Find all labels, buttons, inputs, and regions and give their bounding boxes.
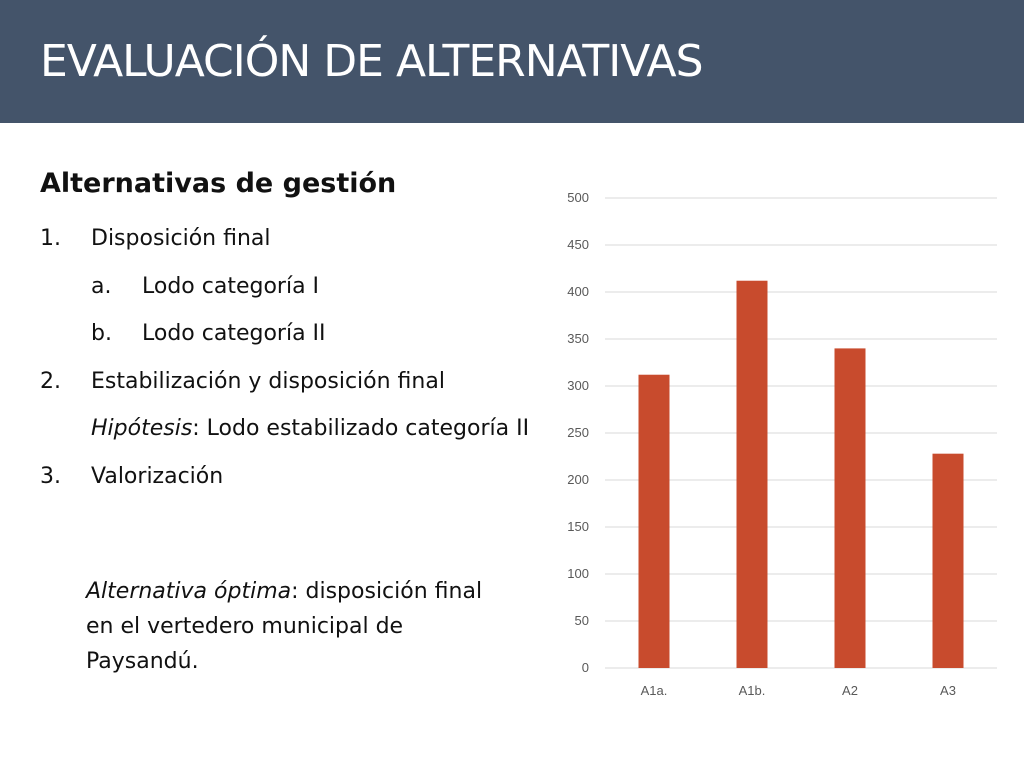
list-letter: a. xyxy=(91,274,112,299)
y-tick-label: 50 xyxy=(575,613,589,628)
conclusion-label: Alternativa óptima xyxy=(86,579,292,604)
section-heading: Alternativas de gestión xyxy=(40,168,397,199)
y-tick-label: 0 xyxy=(582,660,589,675)
y-tick-label: 200 xyxy=(567,472,589,487)
y-tick-label: 300 xyxy=(567,378,589,393)
list-number: 2. xyxy=(40,369,61,394)
bar-chart: 0 50 100 150 200 250 300 350 400 450 500 A1a. A1b. A2… xyxy=(567,190,997,698)
x-tick-label: A1a. xyxy=(641,683,668,698)
list-text: Estabilización y disposición final xyxy=(91,369,445,394)
bar-a2 xyxy=(834,348,866,668)
hypothesis-body: : Lodo estabilizado categoría II xyxy=(192,416,530,441)
list-text: Disposición final xyxy=(91,226,271,251)
list-number: 3. xyxy=(40,464,61,489)
list-text: Valorización xyxy=(91,464,224,489)
x-tick-label: A3 xyxy=(940,683,956,698)
bar-a1b xyxy=(736,280,768,668)
hypothesis-label: Hipótesis xyxy=(91,416,193,441)
list-text: Lodo categoría I xyxy=(142,274,320,299)
title-bar: EVALUACIÓN DE ALTERNATIVAS xyxy=(0,0,1024,123)
y-tick-label: 400 xyxy=(567,284,589,299)
y-tick-label: 150 xyxy=(567,519,589,534)
bar-a3 xyxy=(932,453,964,668)
y-tick-label: 450 xyxy=(567,237,589,252)
y-tick-label: 100 xyxy=(567,566,589,581)
hypothesis-text: Hipótesis: Lodo estabilizado categoría I… xyxy=(91,416,529,441)
y-tick-label: 500 xyxy=(567,190,589,205)
y-tick-label: 350 xyxy=(567,331,589,346)
slide-title: EVALUACIÓN DE ALTERNATIVAS xyxy=(40,36,704,87)
conclusion-text: Alternativa óptima: disposición final en… xyxy=(86,574,506,679)
conclusion-body: : disposición final en el vertedero muni… xyxy=(86,579,483,674)
list-text: Lodo categoría II xyxy=(142,321,326,346)
x-tick-label: A2 xyxy=(842,683,858,698)
y-tick-label: 250 xyxy=(567,425,589,440)
x-tick-label: A1b. xyxy=(739,683,766,698)
bar-a1a xyxy=(638,374,670,668)
list-letter: b. xyxy=(91,321,112,346)
list-number: 1. xyxy=(40,226,61,251)
